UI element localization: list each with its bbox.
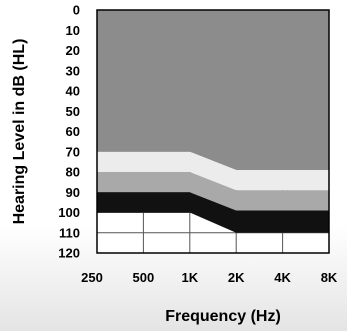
y-tick-label: 90	[66, 185, 80, 200]
x-tick-label: 4K	[274, 270, 291, 285]
band-area-3	[97, 192, 329, 233]
y-tick-label: 80	[66, 165, 80, 180]
x-tick-label: 1K	[181, 270, 198, 285]
x-tick-label: 250	[81, 270, 103, 285]
y-tick-label: 120	[58, 246, 80, 261]
y-tick-label: 100	[58, 205, 80, 220]
y-axis-title: Hearing Level in dB (HL)	[11, 39, 28, 225]
y-tick-label: 20	[66, 43, 80, 58]
band-area-1	[97, 151, 329, 191]
plot-border	[96, 9, 330, 254]
y-tick-label: 0	[73, 3, 80, 18]
x-tick-label: 2K	[228, 270, 245, 285]
band-area-2	[97, 172, 329, 211]
y-tick-label: 110	[59, 225, 80, 240]
y-tick-label: 30	[66, 63, 80, 78]
x-axis-title: Frequency (Hz)	[165, 308, 281, 325]
x-tick-label: 500	[133, 270, 155, 285]
x-tick-label: 8K	[321, 270, 338, 285]
y-tick-label: 70	[66, 144, 80, 159]
y-tick-label: 10	[66, 23, 80, 38]
band-area-0	[97, 10, 329, 170]
y-tick-label: 50	[66, 104, 80, 119]
y-tick-label: 40	[66, 84, 80, 99]
y-tick-label: 60	[66, 124, 80, 139]
